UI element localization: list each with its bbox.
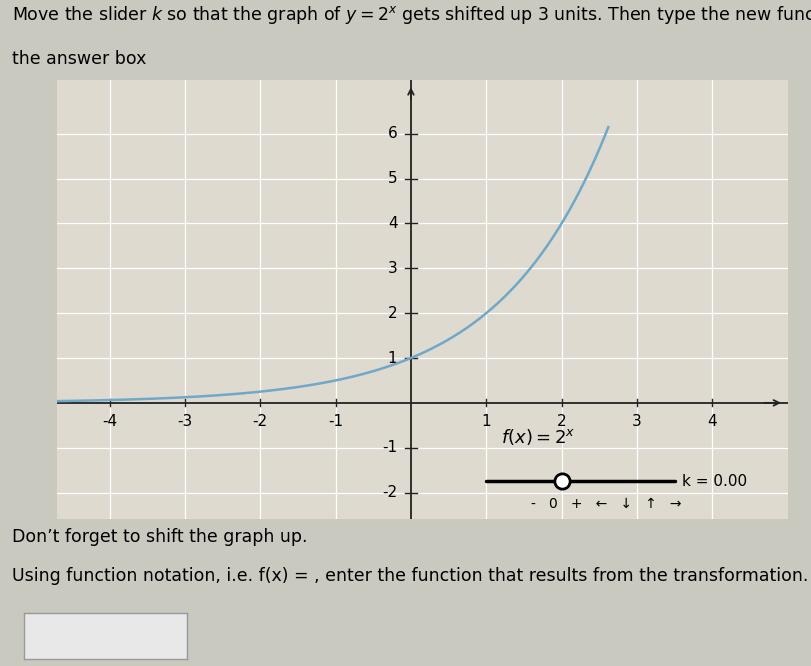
- Text: Move the slider $k$ so that the graph of $y = 2^x$ gets shifted up 3 units. Then: Move the slider $k$ so that the graph of…: [12, 4, 811, 26]
- Text: $f(x) = 2^x$: $f(x) = 2^x$: [500, 426, 575, 446]
- Text: -1: -1: [382, 440, 397, 456]
- Text: -3: -3: [177, 414, 192, 429]
- Text: k = 0.00: k = 0.00: [681, 474, 746, 489]
- Text: 5: 5: [388, 171, 397, 186]
- Text: 3: 3: [387, 261, 397, 276]
- Text: the answer box: the answer box: [12, 49, 146, 67]
- Text: -1: -1: [328, 414, 343, 429]
- Text: -   0   +   ←   ↓   ↑   →: - 0 + ← ↓ ↑ →: [531, 497, 681, 511]
- Text: -4: -4: [102, 414, 117, 429]
- Text: 2: 2: [388, 306, 397, 320]
- Text: Using function notation, i.e. f(x) = , enter the function that results from the : Using function notation, i.e. f(x) = , e…: [12, 567, 808, 585]
- Text: 3: 3: [631, 414, 641, 429]
- Text: 6: 6: [387, 127, 397, 141]
- Text: 1: 1: [481, 414, 491, 429]
- Text: -2: -2: [252, 414, 268, 429]
- Text: 1: 1: [388, 350, 397, 366]
- Text: Don’t forget to shift the graph up.: Don’t forget to shift the graph up.: [12, 528, 307, 546]
- Text: -2: -2: [382, 485, 397, 500]
- Text: 2: 2: [556, 414, 566, 429]
- Text: 4: 4: [388, 216, 397, 231]
- Text: 4: 4: [706, 414, 716, 429]
